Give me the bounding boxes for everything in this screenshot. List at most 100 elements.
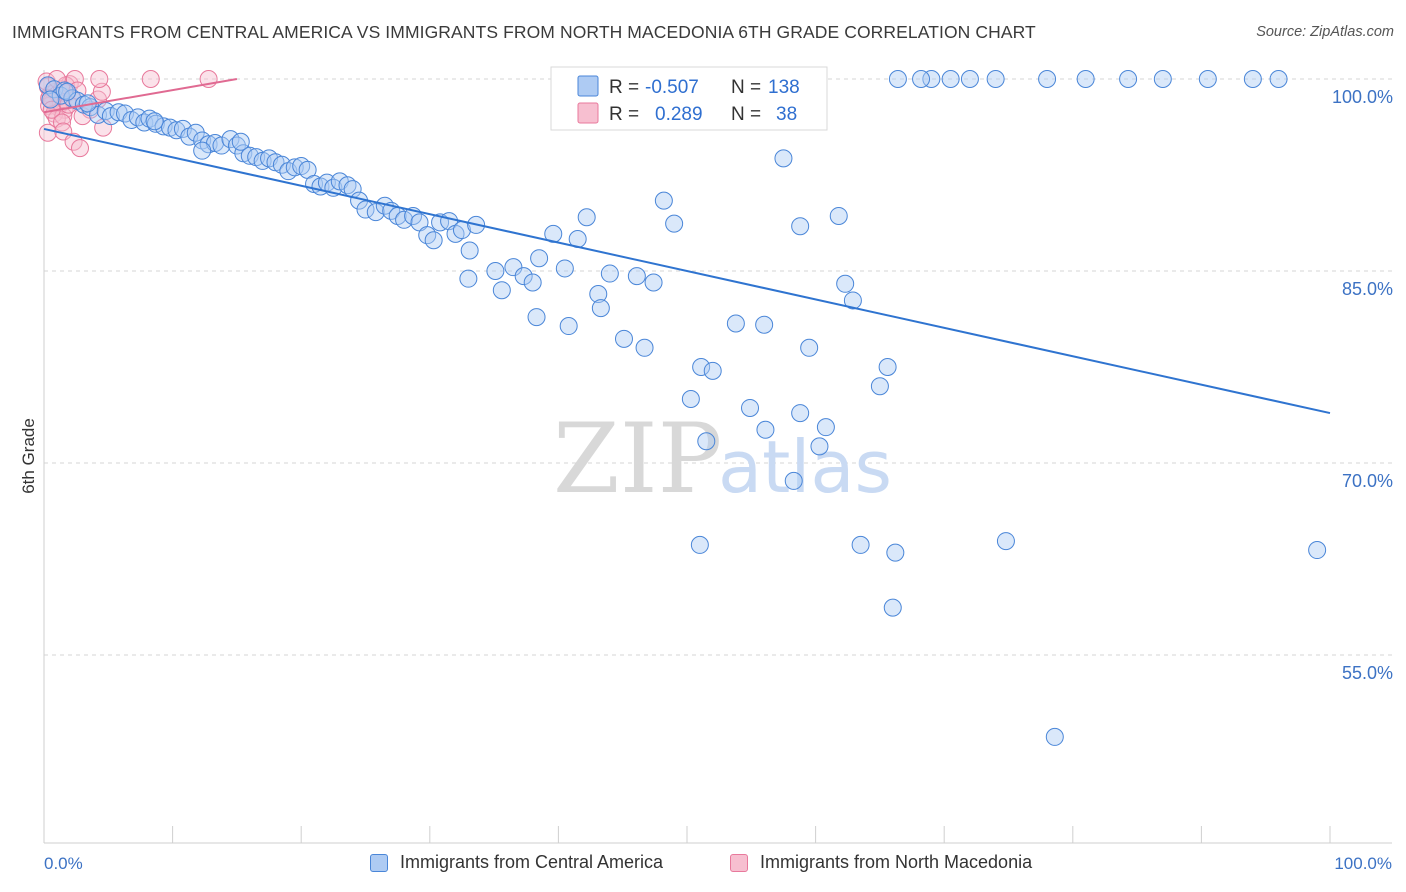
data-point-central-america (912, 70, 931, 88)
data-point-central-america (886, 543, 905, 562)
data-point-central-america (810, 437, 829, 456)
data-point-central-america (559, 317, 578, 336)
data-point-central-america (703, 361, 722, 380)
source-credit: Source: ZipAtlas.com (1256, 24, 1394, 40)
data-point-central-america (741, 398, 760, 417)
data-point-central-america (1269, 70, 1288, 88)
y-tick-label: 100.0% (1332, 87, 1393, 107)
data-point-central-america (800, 338, 819, 357)
data-point-central-america (791, 404, 810, 423)
data-point-central-america (774, 149, 793, 168)
data-point-central-america (644, 273, 663, 292)
legend-swatch-central-america (370, 853, 388, 872)
data-point-central-america (654, 191, 673, 210)
data-point-central-america (492, 281, 511, 300)
legend-r-value-2: 0.289 (655, 104, 703, 125)
data-point-central-america (1243, 70, 1262, 88)
data-point-central-america (589, 285, 608, 304)
data-point-central-america (791, 217, 810, 236)
data-point-central-america (193, 141, 212, 160)
data-point-central-america (231, 132, 250, 151)
data-point-central-america (424, 231, 443, 250)
data-point-central-america (221, 130, 240, 149)
data-point-north-macedonia (141, 70, 160, 88)
data-point-central-america (941, 70, 960, 88)
data-point-central-america (726, 314, 745, 333)
data-point-central-america (878, 358, 897, 376)
data-point-central-america (816, 418, 835, 437)
y-axis-tick-labels: 55.0% 70.0% 85.0% 100.0% (1332, 87, 1393, 683)
chart-title: IMMIGRANTS FROM CENTRAL AMERICA VS IMMIG… (12, 22, 1036, 42)
data-point-central-america (627, 267, 646, 286)
data-point-central-america (756, 420, 775, 439)
legend-swatch-north-macedonia (730, 853, 748, 872)
data-point-central-america (836, 274, 855, 293)
data-point-central-america (870, 377, 889, 396)
data-point-central-america (1198, 70, 1217, 88)
legend-n-value-1: 138 (768, 77, 800, 98)
data-point-central-america (555, 259, 574, 278)
trend-line-central-america (43, 127, 1331, 415)
y-tick-label: 85.0% (1342, 279, 1393, 299)
data-point-central-america (784, 471, 803, 490)
legend-n-label-2: N = (731, 104, 761, 125)
data-point-central-america (486, 262, 505, 280)
data-point-north-macedonia (90, 70, 109, 88)
legend-item-north-macedonia: Immigrants from North Macedonia (730, 852, 1032, 873)
data-point-central-america (460, 241, 479, 260)
data-point-north-macedonia (54, 107, 73, 126)
legend-n-value-2: 38 (776, 104, 797, 125)
data-point-central-america (41, 90, 60, 109)
series-central-america-points (38, 70, 1327, 746)
watermark-zip: ZIP (553, 403, 722, 515)
y-tick-label: 55.0% (1342, 663, 1393, 683)
y-axis-title: 6th Grade (19, 418, 38, 494)
data-point-central-america (996, 532, 1015, 551)
x-tick-label-min: 0.0% (44, 854, 83, 873)
data-point-central-america (888, 70, 907, 88)
data-point-central-america (960, 70, 979, 88)
data-point-north-macedonia (71, 139, 90, 158)
zipatlas-watermark: ZIP atlas (553, 403, 892, 515)
data-point-central-america (212, 136, 231, 155)
data-point-central-america (459, 269, 478, 288)
legend-r-value-1: -0.507 (645, 77, 699, 98)
data-point-central-america (986, 70, 1005, 88)
data-point-central-america (1038, 70, 1057, 88)
legend-n-label-1: N = (731, 77, 761, 98)
data-point-central-america (504, 258, 523, 277)
series-legend: Immigrants from Central America Immigran… (0, 852, 1406, 878)
data-point-central-america (851, 535, 870, 554)
data-point-central-america (692, 358, 711, 376)
data-point-central-america (58, 82, 77, 101)
data-point-central-america (600, 264, 619, 283)
data-point-central-america (697, 432, 716, 451)
data-point-central-america (1045, 727, 1064, 746)
trend-lines (43, 78, 1331, 415)
watermark-atlas: atlas (718, 425, 892, 509)
data-point-central-america (577, 208, 596, 227)
gridlines (44, 78, 1392, 656)
data-point-north-macedonia (64, 132, 83, 151)
data-point-central-america (635, 338, 654, 357)
data-point-central-america (530, 249, 549, 268)
data-point-central-america (523, 273, 542, 292)
data-point-central-america (1076, 70, 1095, 88)
data-point-north-macedonia (40, 89, 59, 108)
data-point-central-america (690, 535, 709, 554)
data-point-north-macedonia (38, 123, 57, 142)
data-point-central-america (843, 291, 862, 310)
legend-swatch-blue (577, 75, 599, 97)
data-point-central-america (395, 210, 414, 229)
data-point-central-america (1308, 541, 1327, 560)
data-point-central-america (199, 135, 218, 154)
axes (43, 70, 1392, 844)
data-point-central-america (922, 70, 941, 88)
legend-item-central-america: Immigrants from Central America (370, 852, 663, 873)
x-tick-label-max: 100.0% (1334, 854, 1392, 873)
legend-swatch-pink (577, 102, 599, 124)
x-axis-ticks (43, 826, 1331, 843)
data-point-central-america (514, 267, 533, 286)
data-point-central-america (614, 329, 633, 348)
